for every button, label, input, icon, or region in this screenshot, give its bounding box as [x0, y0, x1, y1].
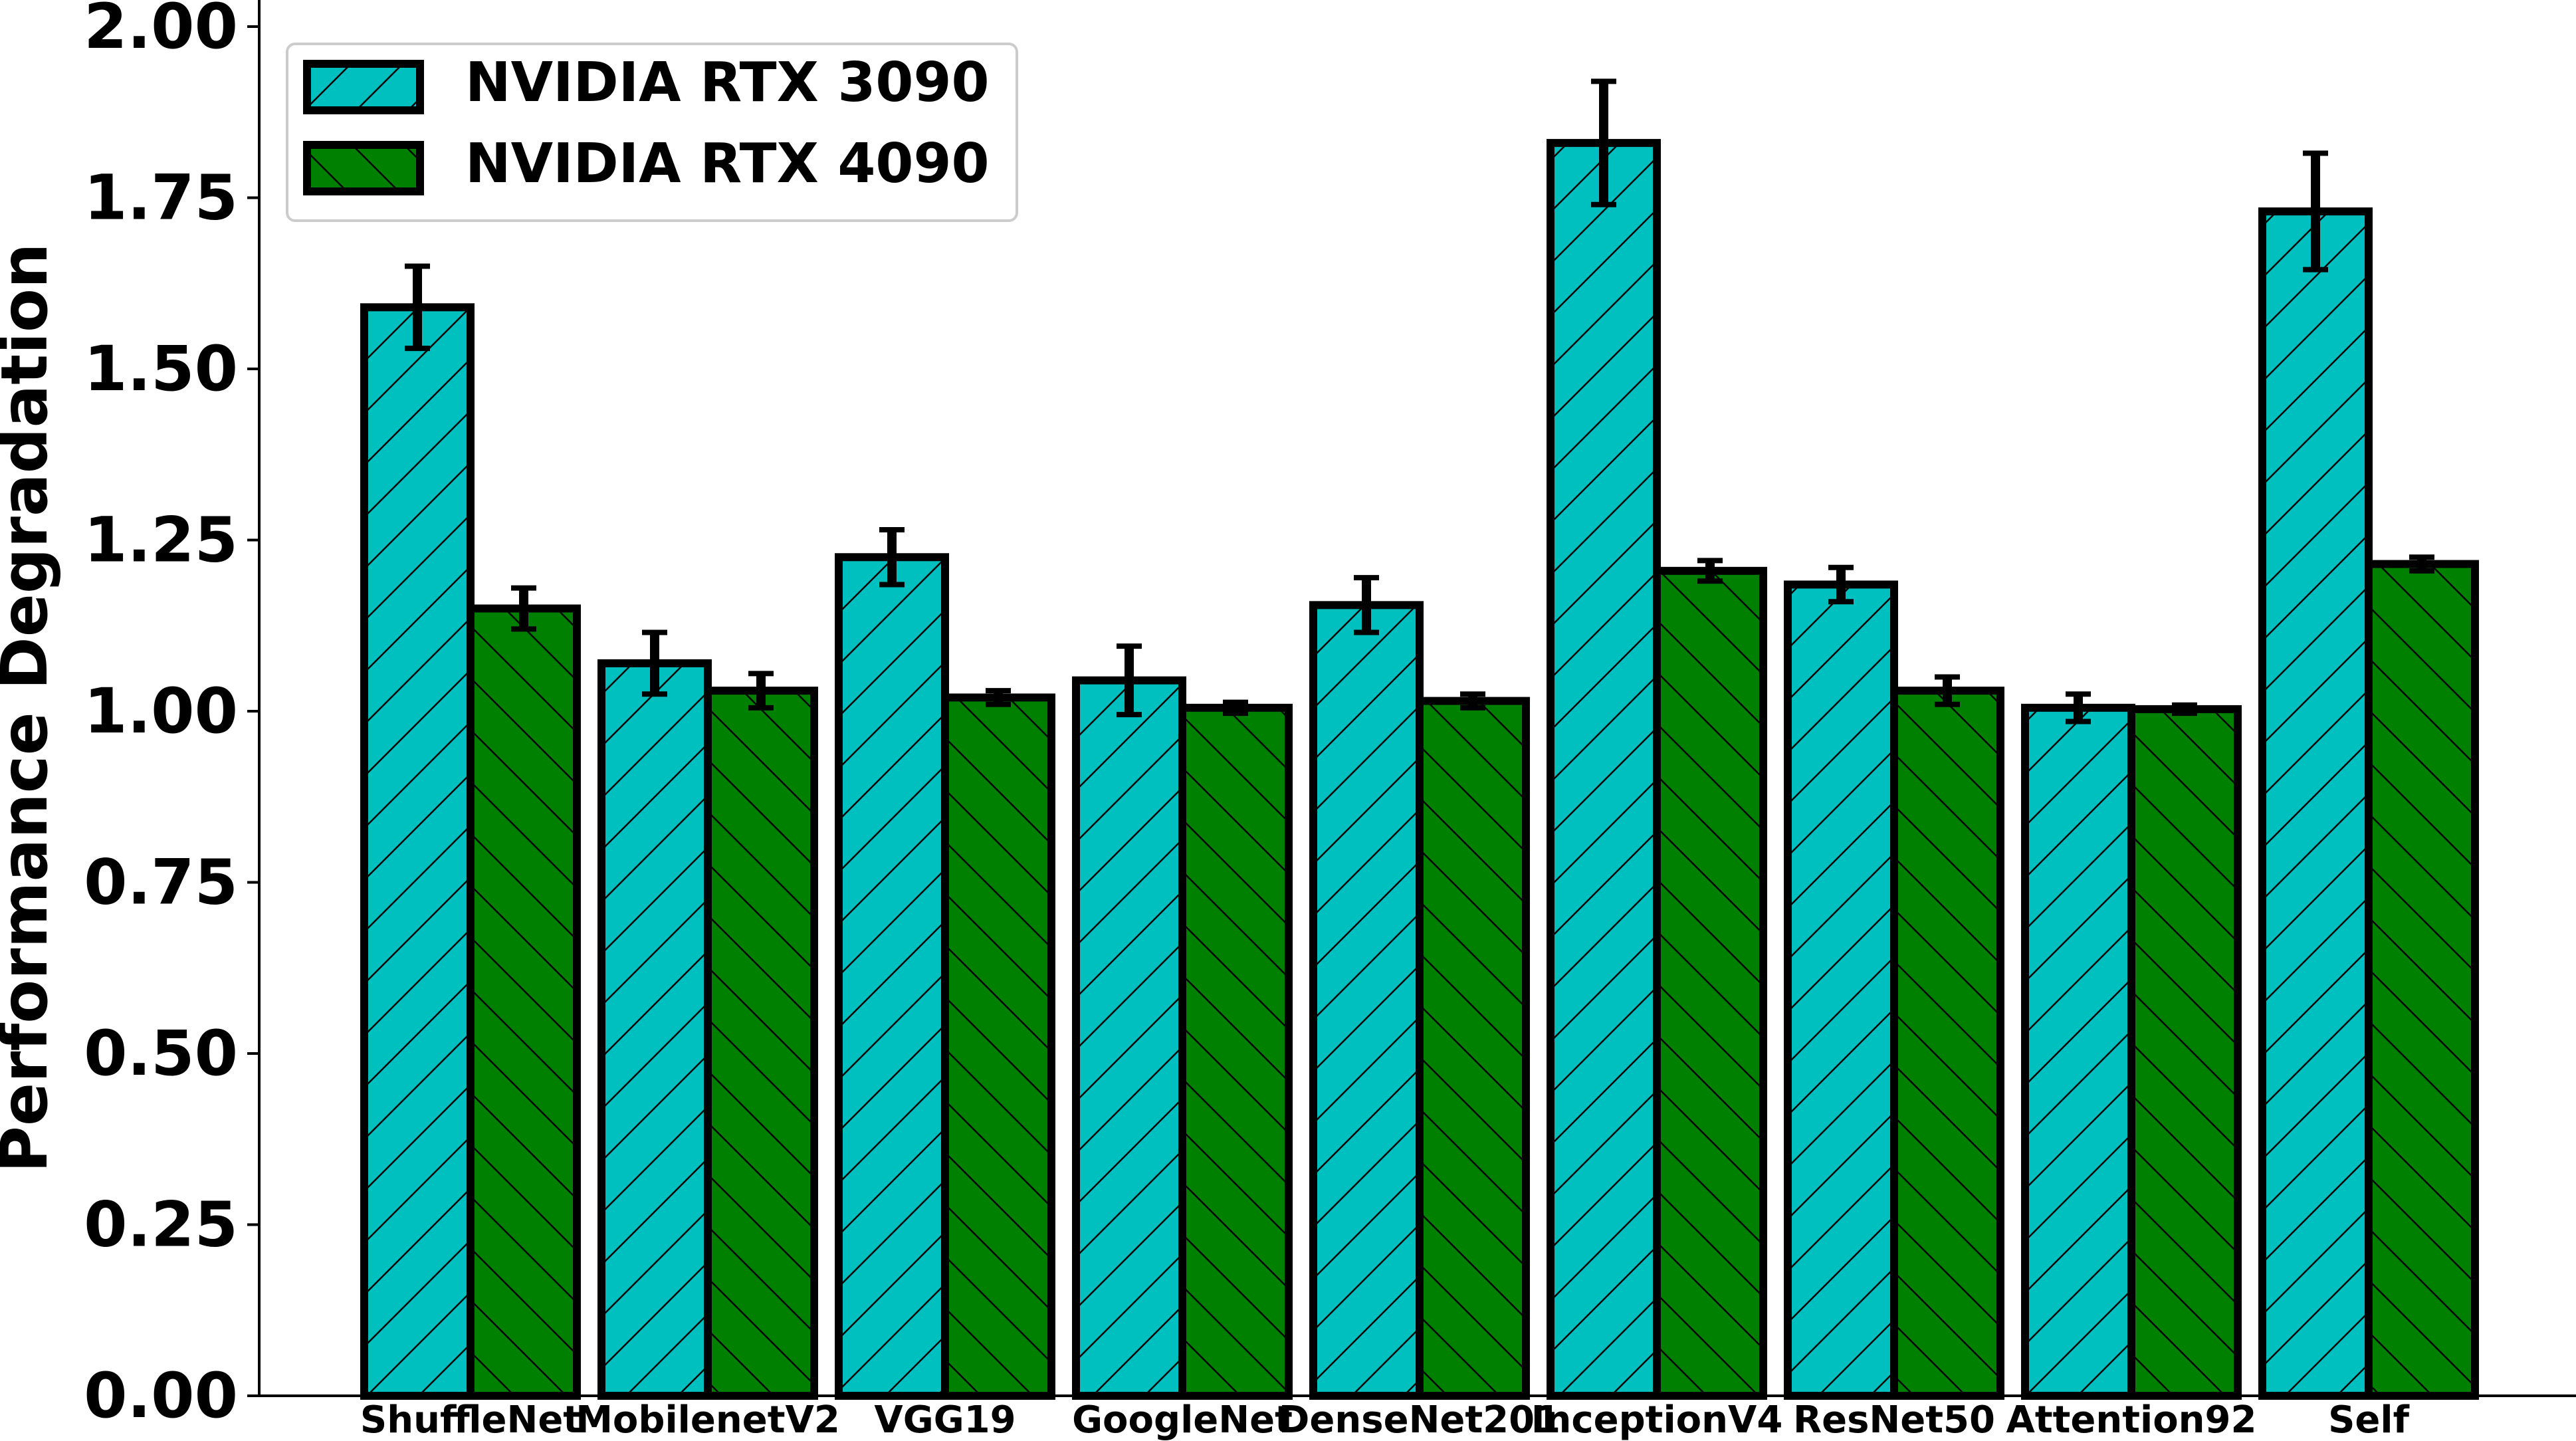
legend-label: NVIDIA RTX 3090 — [465, 51, 990, 114]
bar-rtx3090-attention92 — [2021, 703, 2135, 1400]
y-tick-label: 0.00 — [84, 1360, 238, 1432]
error-bar-rtx3090-attention92 — [2066, 691, 2091, 724]
x-tick-label: DenseNet201 — [1279, 1398, 1560, 1441]
bar-rtx3090-googlenet — [1072, 676, 1186, 1400]
y-tick-label: 1.00 — [84, 675, 238, 748]
x-tick-label: InceptionV4 — [1531, 1398, 1783, 1441]
x-tick-label: Attention92 — [2006, 1398, 2257, 1441]
legend-swatch-rtx3090 — [303, 60, 424, 114]
error-bar-rtx3090-self — [2303, 150, 2328, 273]
error-bar-rtx4090-resnet50 — [1935, 674, 1960, 707]
bar-rtx3090-shufflenet — [360, 303, 475, 1400]
bar-rtx3090-vgg19 — [835, 553, 949, 1400]
bar-rtx4090-mobilenetv2 — [704, 687, 818, 1400]
bar-rtx4090-shufflenet — [467, 604, 581, 1400]
error-bar-rtx3090-mobilenetv2 — [642, 629, 667, 697]
y-tick-label: 0.25 — [84, 1189, 238, 1262]
bar-rtx4090-inceptionv4 — [1653, 566, 1767, 1400]
bar-rtx3090-inceptionv4 — [1547, 139, 1661, 1400]
error-bar-rtx4090-self — [2409, 554, 2434, 574]
y-tick-label: 0.75 — [84, 847, 238, 919]
x-tick-label: Self — [2328, 1398, 2410, 1441]
y-tick-label: 2.00 — [84, 0, 238, 63]
legend: NVIDIA RTX 3090 NVIDIA RTX 4090 — [286, 43, 1018, 222]
legend-label: NVIDIA RTX 4090 — [465, 132, 990, 195]
y-tick-label: 1.25 — [84, 504, 238, 577]
error-bar-rtx3090-resnet50 — [1828, 564, 1854, 605]
bar-rtx3090-densenet201 — [1309, 601, 1424, 1400]
error-bar-rtx3090-densenet201 — [1354, 575, 1379, 635]
bar-rtx4090-self — [2365, 560, 2479, 1400]
y-axis-label: Performance Degradation — [0, 243, 62, 1173]
y-tick-label: 1.50 — [84, 333, 238, 405]
x-tick-label: ShuffleNet — [360, 1398, 581, 1441]
error-bar-rtx4090-googlenet — [1223, 699, 1248, 717]
x-tick-label: MobilenetV2 — [576, 1398, 840, 1441]
bar-rtx4090-resnet50 — [1890, 687, 2004, 1400]
y-tick-label: 1.75 — [84, 162, 238, 235]
error-bar-rtx3090-shufflenet — [405, 263, 430, 352]
error-bar-rtx3090-googlenet — [1117, 643, 1142, 718]
legend-swatch-rtx4090 — [303, 141, 424, 195]
bar-rtx4090-vgg19 — [941, 693, 1055, 1400]
y-tick-label: 0.50 — [84, 1018, 238, 1090]
error-bar-rtx4090-inceptionv4 — [1697, 558, 1723, 584]
x-tick-label: ResNet50 — [1793, 1398, 1995, 1441]
bars-layer — [360, 78, 2479, 1400]
bar-rtx4090-googlenet — [1178, 703, 1293, 1400]
bar-rtx3090-resnet50 — [1784, 580, 1898, 1400]
bar-rtx3090-mobilenetv2 — [597, 659, 712, 1400]
bar-rtx3090-self — [2258, 207, 2373, 1400]
legend-frame — [286, 43, 1018, 222]
x-tick-label: VGG19 — [874, 1398, 1016, 1441]
x-tick-label: GoogleNet — [1072, 1398, 1293, 1441]
bar-rtx4090-densenet201 — [1416, 697, 1530, 1400]
error-bar-rtx3090-vgg19 — [879, 527, 905, 588]
bar-rtx4090-attention92 — [2127, 705, 2242, 1400]
error-bar-rtx3090-inceptionv4 — [1591, 78, 1616, 207]
error-bar-rtx4090-mobilenetv2 — [748, 671, 774, 711]
error-bar-rtx4090-attention92 — [2172, 702, 2197, 717]
error-bar-rtx4090-densenet201 — [1460, 691, 1485, 711]
error-bar-rtx4090-vgg19 — [986, 688, 1011, 707]
error-bar-rtx4090-shufflenet — [511, 585, 536, 632]
